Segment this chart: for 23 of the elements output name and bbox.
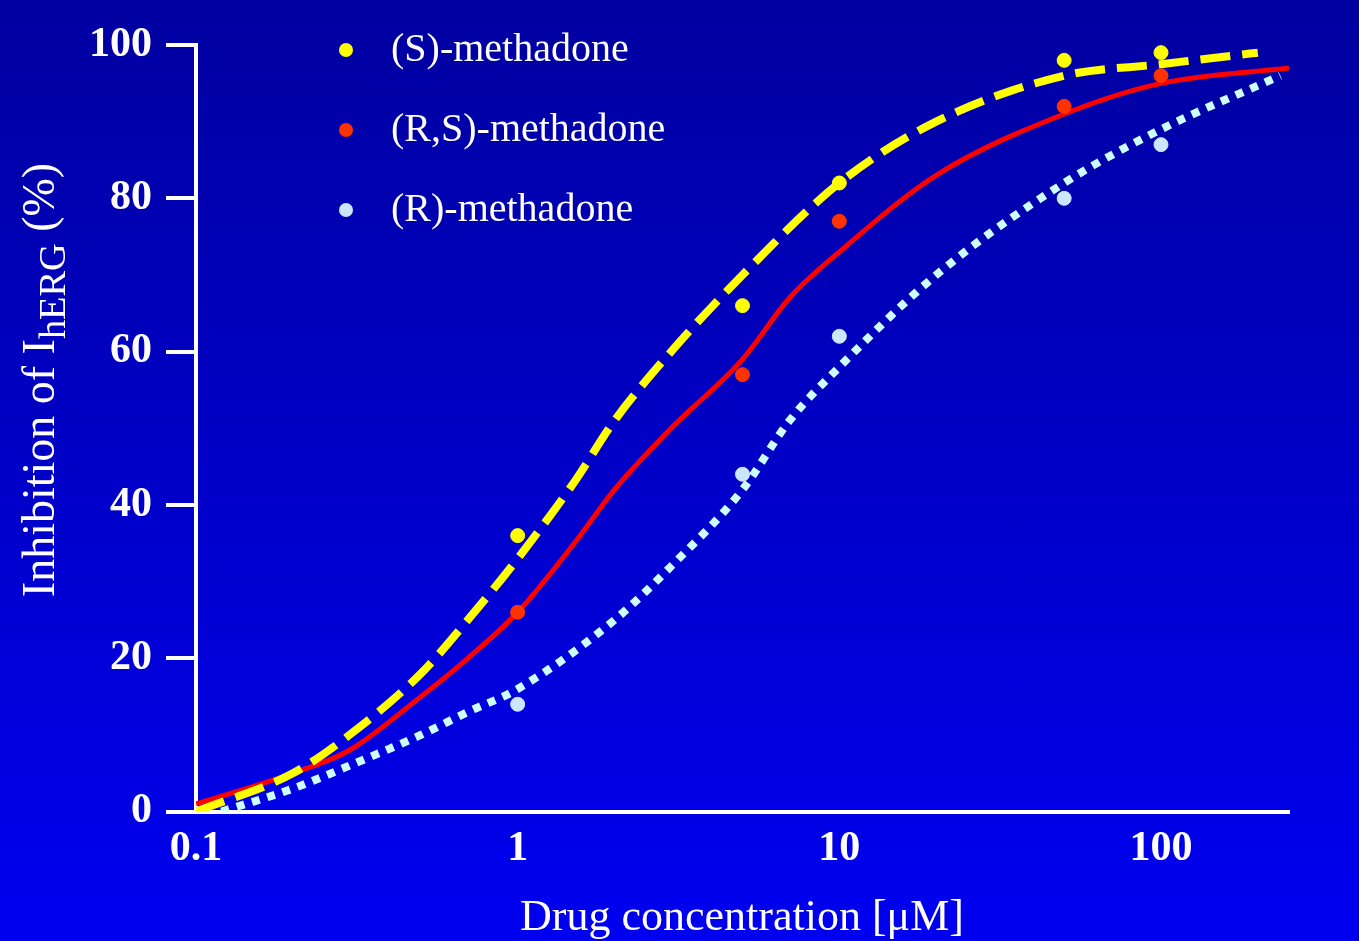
point <box>1153 137 1169 153</box>
legend-label: (R,S)-methadone <box>391 104 666 150</box>
y-tick-label: 60 <box>110 325 152 372</box>
x-axis-title: Drug concentration [μM] <box>520 891 964 941</box>
x-tick-label: 1 <box>507 822 529 869</box>
point <box>1153 68 1169 84</box>
x-tick-label: 10 <box>818 822 861 869</box>
point <box>831 175 847 191</box>
point <box>1153 45 1169 61</box>
y-tick-label: 80 <box>110 172 152 219</box>
point <box>510 528 526 544</box>
point <box>831 328 847 344</box>
y-tick-label: 100 <box>89 18 152 65</box>
point <box>510 604 526 620</box>
x-tick-label: 0.1 <box>169 822 223 869</box>
x-tick-label: 100 <box>1129 822 1193 869</box>
y-tick-label: 20 <box>110 632 152 679</box>
point <box>831 213 847 229</box>
y-tick-label: 40 <box>110 478 152 525</box>
point <box>510 696 526 712</box>
legend-label: (R)-methadone <box>391 184 634 230</box>
legend-label: (S)-methadone <box>391 24 629 70</box>
y-tick-label: 0 <box>131 785 152 832</box>
